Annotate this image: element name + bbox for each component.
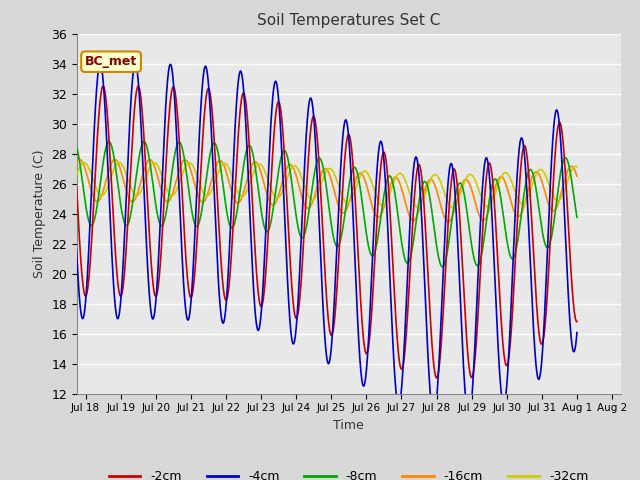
Y-axis label: Soil Temperature (C): Soil Temperature (C) bbox=[33, 149, 45, 278]
X-axis label: Time: Time bbox=[333, 419, 364, 432]
Title: Soil Temperatures Set C: Soil Temperatures Set C bbox=[257, 13, 440, 28]
Legend: -2cm, -4cm, -8cm, -16cm, -32cm: -2cm, -4cm, -8cm, -16cm, -32cm bbox=[104, 465, 594, 480]
Text: BC_met: BC_met bbox=[85, 55, 137, 68]
